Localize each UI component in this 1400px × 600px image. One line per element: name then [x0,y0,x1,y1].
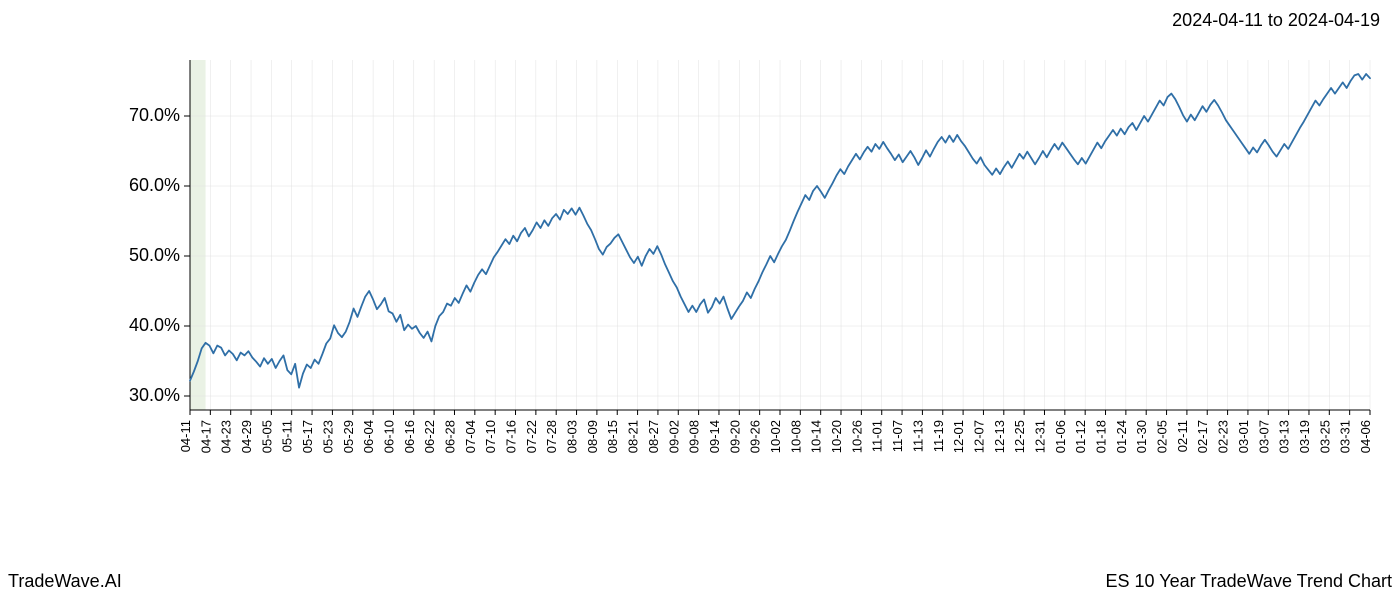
x-tick-label: 08-15 [605,420,620,453]
x-tick-label: 04-17 [198,420,213,453]
x-tick-label: 10-02 [768,420,783,453]
x-tick-label: 06-28 [442,420,457,453]
x-tick-label: 08-21 [626,420,641,453]
x-tick-label: 05-05 [259,420,274,453]
x-tick-label: 08-27 [646,420,661,453]
x-tick-label: 11-19 [931,420,946,452]
x-tick-label: 12-25 [1012,420,1027,453]
x-tick-label: 01-30 [1134,420,1149,453]
x-tick-label: 11-01 [870,420,885,452]
x-tick-label: 07-16 [504,420,519,453]
x-tick-label: 03-31 [1338,420,1353,453]
x-tick-label: 11-07 [890,420,905,452]
x-tick-label: 12-07 [971,420,986,453]
y-tick-label: 40.0% [129,315,180,335]
chart-title-label: ES 10 Year TradeWave Trend Chart [1106,571,1393,592]
x-tick-label: 05-23 [320,420,335,453]
x-tick-label: 01-12 [1073,420,1088,453]
x-tick-label: 03-07 [1256,420,1271,453]
x-tick-label: 07-04 [463,420,478,453]
highlight-band [190,60,206,410]
x-tick-label: 09-08 [687,420,702,453]
x-tick-label: 06-22 [422,420,437,453]
x-tick-label: 03-13 [1277,420,1292,453]
x-tick-label: 10-08 [788,420,803,453]
x-tick-label: 12-01 [951,420,966,453]
x-tick-label: 12-31 [1032,420,1047,453]
x-tick-label: 06-10 [381,420,396,453]
x-tick-label: 08-09 [585,420,600,453]
x-tick-label: 05-17 [300,420,315,453]
chart-svg: 30.0% 40.0% 50.0% 60.0% 70.0% 04-11 04-17 04-23… [120,50,1380,490]
x-tick-label: 04-23 [219,420,234,453]
x-tick-label: 01-06 [1053,420,1068,453]
x-tick-label: 10-14 [809,420,824,453]
x-tick-label: 03-01 [1236,420,1251,453]
x-tick-label: 07-22 [524,420,539,453]
x-tick-label: 07-10 [483,420,498,453]
x-tick-label: 09-02 [666,420,681,453]
x-tick-label: 02-11 [1175,420,1190,452]
x-tick-label: 06-16 [402,420,417,453]
x-tick-label: 02-17 [1195,420,1210,453]
x-tick-label: 04-06 [1358,420,1373,453]
x-tick-label: 09-14 [707,420,722,453]
y-tick-label: 70.0% [129,105,180,125]
x-tick-label: 04-11 [178,420,193,452]
y-tick-label: 30.0% [129,385,180,405]
y-tick-label: 50.0% [129,245,180,265]
date-range-label: 2024-04-11 to 2024-04-19 [1172,10,1380,31]
x-tick-label: 09-26 [748,420,763,453]
x-tick-label: 11-13 [910,420,925,452]
x-tick-label: 06-04 [361,420,376,453]
x-tick-label: 10-20 [829,420,844,453]
x-tick-label: 07-28 [544,420,559,453]
x-tick-label: 04-29 [239,420,254,453]
x-tick-label: 10-26 [849,420,864,453]
brand-label: TradeWave.AI [8,571,122,592]
x-tick-label: 05-11 [280,420,295,452]
x-tick-label: 01-18 [1094,420,1109,453]
x-tick-label: 03-25 [1317,420,1332,453]
x-tick-label: 08-03 [565,420,580,453]
trend-chart: 30.0% 40.0% 50.0% 60.0% 70.0% 04-11 04-17 04-23… [120,50,1380,490]
x-tick-label: 09-20 [727,420,742,453]
x-tick-label: 03-19 [1297,420,1312,453]
x-tick-label: 12-13 [992,420,1007,453]
x-tick-label: 02-23 [1216,420,1231,453]
x-tick-label: 05-29 [341,420,356,453]
x-tick-label: 01-24 [1114,420,1129,453]
x-tick-label: 02-05 [1155,420,1170,453]
y-tick-label: 60.0% [129,175,180,195]
